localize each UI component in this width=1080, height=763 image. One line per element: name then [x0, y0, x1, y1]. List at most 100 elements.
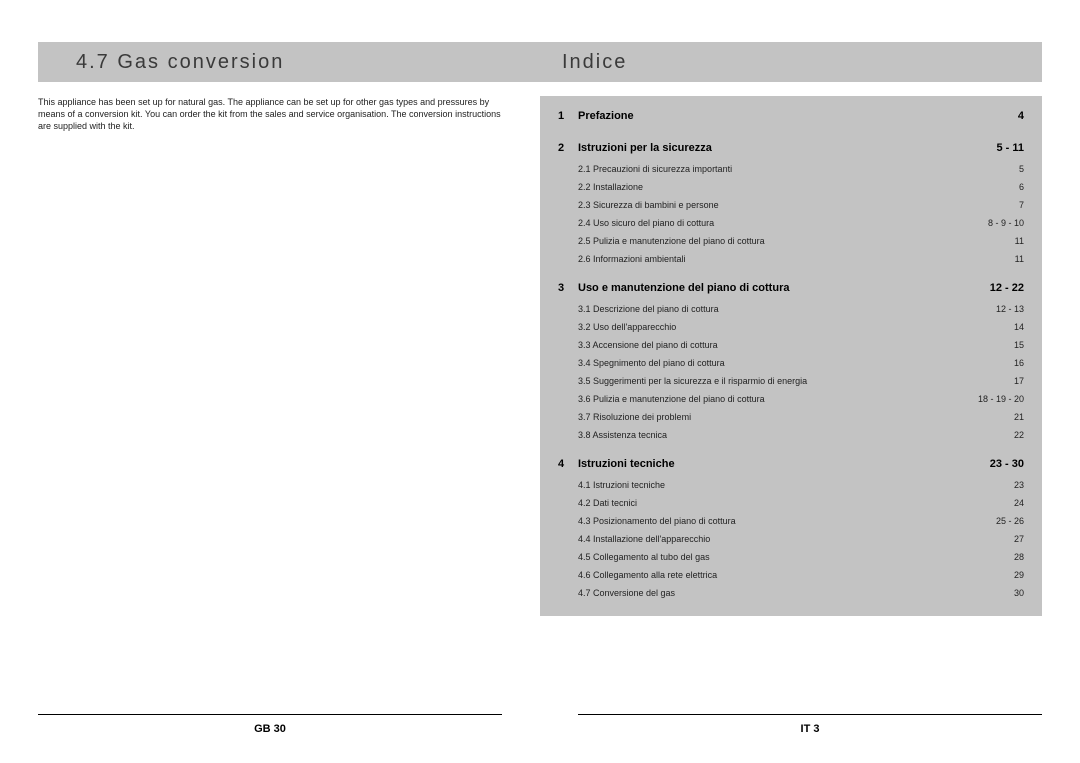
toc-section-title: Istruzioni per la sicurezza	[578, 142, 996, 154]
toc-item: 4.7 Conversione del gas30	[558, 584, 1024, 602]
toc-section-num: 1	[558, 110, 578, 122]
toc-section: 3Uso e manutenzione del piano di cottura…	[558, 268, 1024, 300]
toc-item-page: 11	[1015, 236, 1024, 246]
left-body-text: This appliance has been set up for natur…	[0, 82, 540, 132]
toc-item-label: 3.4 Spegnimento del piano di cottura	[578, 358, 1014, 368]
toc-item-label: 4.3 Posizionamento del piano di cottura	[578, 516, 996, 526]
toc-item-label: 3.1 Descrizione del piano di cottura	[578, 304, 996, 314]
toc-item-page: 30	[1014, 588, 1024, 598]
toc-item: 2.6 Informazioni ambientali11	[558, 250, 1024, 268]
toc-item-indent	[558, 182, 578, 192]
left-page: 4.7 Gas conversion This appliance has be…	[0, 0, 540, 763]
toc-item: 3.4 Spegnimento del piano di cottura16	[558, 354, 1024, 372]
toc-item-page: 24	[1014, 498, 1024, 508]
toc-item-page: 17	[1014, 376, 1024, 386]
toc-item: 4.5 Collegamento al tubo del gas28	[558, 548, 1024, 566]
toc-section-num: 4	[558, 458, 578, 470]
table-of-contents: 1Prefazione42Istruzioni per la sicurezza…	[540, 96, 1042, 616]
toc-item-page: 22	[1014, 430, 1024, 440]
toc-item-label: 3.7 Risoluzione dei problemi	[578, 412, 1014, 422]
right-heading: Indice	[562, 51, 627, 74]
toc-item-page: 23	[1014, 480, 1024, 490]
toc-section-page: 12 - 22	[990, 282, 1024, 294]
toc-item: 3.2 Uso dell'apparecchio14	[558, 318, 1024, 336]
toc-item-indent	[558, 218, 578, 228]
toc-item-indent	[558, 164, 578, 174]
toc-item-indent	[558, 340, 578, 350]
toc-item-indent	[558, 412, 578, 422]
toc-item: 3.6 Pulizia e manutenzione del piano di …	[558, 390, 1024, 408]
toc-item-label: 4.5 Collegamento al tubo del gas	[578, 552, 1014, 562]
toc-item-indent	[558, 516, 578, 526]
toc-item-label: 4.2 Dati tecnici	[578, 498, 1014, 508]
toc-item-page: 25 - 26	[996, 516, 1024, 526]
toc-item-page: 7	[1019, 200, 1024, 210]
toc-item-page: 16	[1014, 358, 1024, 368]
toc-item-page: 27	[1014, 534, 1024, 544]
toc-section-title: Istruzioni tecniche	[578, 458, 990, 470]
right-page: Indice 1Prefazione42Istruzioni per la si…	[540, 0, 1080, 763]
toc-item-label: 3.2 Uso dell'apparecchio	[578, 322, 1014, 332]
toc-item-label: 3.6 Pulizia e manutenzione del piano di …	[578, 394, 978, 404]
toc-section-page: 5 - 11	[996, 142, 1024, 154]
toc-section-page: 4	[1018, 110, 1024, 122]
toc-item-label: 2.4 Uso sicuro del piano di cottura	[578, 218, 988, 228]
toc-item-label: 2.5 Pulizia e manutenzione del piano di …	[578, 236, 1015, 246]
toc-item-indent	[558, 534, 578, 544]
toc-item-indent	[558, 254, 578, 264]
toc-item-page: 12 - 13	[996, 304, 1024, 314]
toc-section-title: Prefazione	[578, 110, 1018, 122]
toc-item-page: 6	[1019, 182, 1024, 192]
toc-item-label: 3.5 Suggerimenti per la sicurezza e il r…	[578, 376, 1014, 386]
toc-item-indent	[558, 498, 578, 508]
toc-item: 3.8 Assistenza tecnica22	[558, 426, 1024, 444]
toc-item: 4.1 Istruzioni tecniche23	[558, 476, 1024, 494]
toc-item-indent	[558, 394, 578, 404]
toc-item-page: 14	[1014, 322, 1024, 332]
toc-item-label: 4.4 Installazione dell'apparecchio	[578, 534, 1014, 544]
toc-item: 4.3 Posizionamento del piano di cottura2…	[558, 512, 1024, 530]
left-footer-label: GB 30	[38, 723, 502, 735]
toc-item: 3.3 Accensione del piano di cottura15	[558, 336, 1024, 354]
right-footer-label: IT 3	[578, 723, 1042, 735]
toc-item-indent	[558, 358, 578, 368]
toc-item-label: 2.3 Sicurezza di bambini e persone	[578, 200, 1019, 210]
toc-item-page: 18 - 19 - 20	[978, 394, 1024, 404]
toc-item-label: 4.7 Conversione del gas	[578, 588, 1014, 598]
toc-item-page: 5	[1019, 164, 1024, 174]
toc-section-num: 3	[558, 282, 578, 294]
toc-item: 2.5 Pulizia e manutenzione del piano di …	[558, 232, 1024, 250]
toc-item: 3.7 Risoluzione dei problemi21	[558, 408, 1024, 426]
toc-item-label: 4.1 Istruzioni tecniche	[578, 480, 1014, 490]
toc-item-indent	[558, 304, 578, 314]
toc-section-page: 23 - 30	[990, 458, 1024, 470]
toc-item-page: 21	[1014, 412, 1024, 422]
toc-item-label: 2.1 Precauzioni di sicurezza importanti	[578, 164, 1019, 174]
toc-item: 4.4 Installazione dell'apparecchio27	[558, 530, 1024, 548]
toc-item-indent	[558, 588, 578, 598]
toc-item-page: 28	[1014, 552, 1024, 562]
left-heading: 4.7 Gas conversion	[76, 51, 284, 74]
toc-item: 3.5 Suggerimenti per la sicurezza e il r…	[558, 372, 1024, 390]
toc-item: 2.1 Precauzioni di sicurezza importanti5	[558, 160, 1024, 178]
toc-item-label: 4.6 Collegamento alla rete elettrica	[578, 570, 1014, 580]
left-footer: GB 30	[38, 714, 502, 735]
toc-item-label: 2.2 Installazione	[578, 182, 1019, 192]
toc-item-page: 29	[1014, 570, 1024, 580]
toc-section: 4Istruzioni tecniche23 - 30	[558, 444, 1024, 476]
toc-section-num: 2	[558, 142, 578, 154]
toc-item-indent	[558, 236, 578, 246]
toc-item-indent	[558, 430, 578, 440]
toc-item-indent	[558, 480, 578, 490]
toc-item-indent	[558, 322, 578, 332]
toc-section-title: Uso e manutenzione del piano di cottura	[578, 282, 990, 294]
toc-item-page: 8 - 9 - 10	[988, 218, 1024, 228]
toc-item-indent	[558, 552, 578, 562]
toc-section: 1Prefazione4	[558, 96, 1024, 128]
toc-item: 2.3 Sicurezza di bambini e persone7	[558, 196, 1024, 214]
toc-item-indent	[558, 200, 578, 210]
left-header-bar: 4.7 Gas conversion	[38, 42, 540, 82]
toc-item-label: 3.3 Accensione del piano di cottura	[578, 340, 1014, 350]
toc-item-indent	[558, 570, 578, 580]
toc-item-page: 15	[1014, 340, 1024, 350]
